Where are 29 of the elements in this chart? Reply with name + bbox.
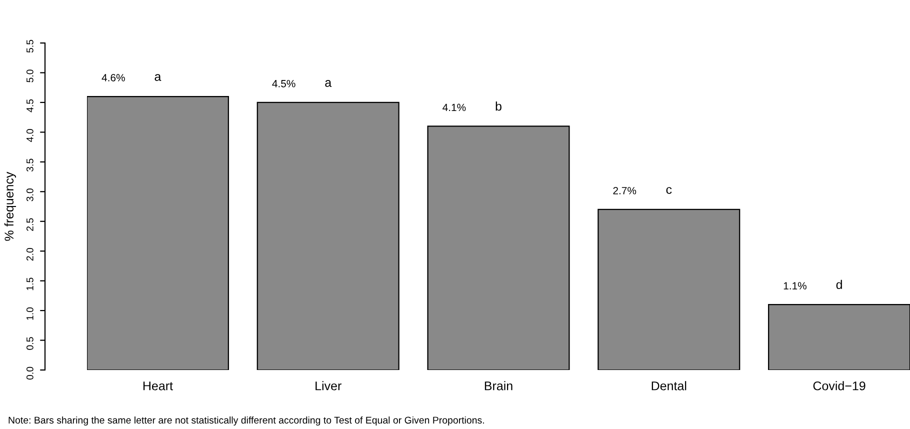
data-label: 4.1%: [442, 104, 466, 112]
y-tick-label: 4.0: [26, 129, 34, 142]
y-tick-label: 5.0: [26, 70, 34, 82]
y-tick-label: 2.5: [26, 218, 34, 231]
x-tick-label: Liver: [316, 381, 342, 390]
y-tick-label: 3.0: [26, 188, 34, 202]
y-tick-label: 1.5: [26, 278, 34, 290]
annotation: d: [836, 280, 842, 290]
y-tick-label: 0.0: [26, 366, 34, 380]
y-tick-label: 0.5: [26, 337, 34, 350]
x-tick-label: Dental: [652, 381, 686, 390]
y-tick-label: 1.0: [26, 307, 34, 320]
y-tick-label: 4.5: [26, 99, 34, 112]
data-label: 4.6%: [102, 74, 125, 82]
annotation: c: [666, 187, 672, 194]
data-label: 2.7%: [613, 186, 636, 194]
annotation: a: [154, 74, 162, 81]
y-tick-label: 2.0: [26, 248, 34, 261]
annotation: a: [325, 80, 332, 87]
annotation: b: [496, 102, 502, 111]
y-axis-title: % frequency: [4, 172, 16, 241]
x-tick-label: Covid−19: [813, 381, 866, 390]
y-tick-label: 5.5: [26, 40, 34, 53]
data-label: 4.5%: [272, 80, 296, 88]
data-label: 1.1%: [784, 282, 806, 290]
text: Note: Bars sharing the same letter are not statistically different according to Test of Equal or Given Proportions.: [8, 416, 484, 426]
x-tick-label: Heart: [143, 382, 173, 390]
y-tick-label: 3.5: [26, 158, 34, 172]
x-tick-label: Brain: [484, 381, 512, 390]
